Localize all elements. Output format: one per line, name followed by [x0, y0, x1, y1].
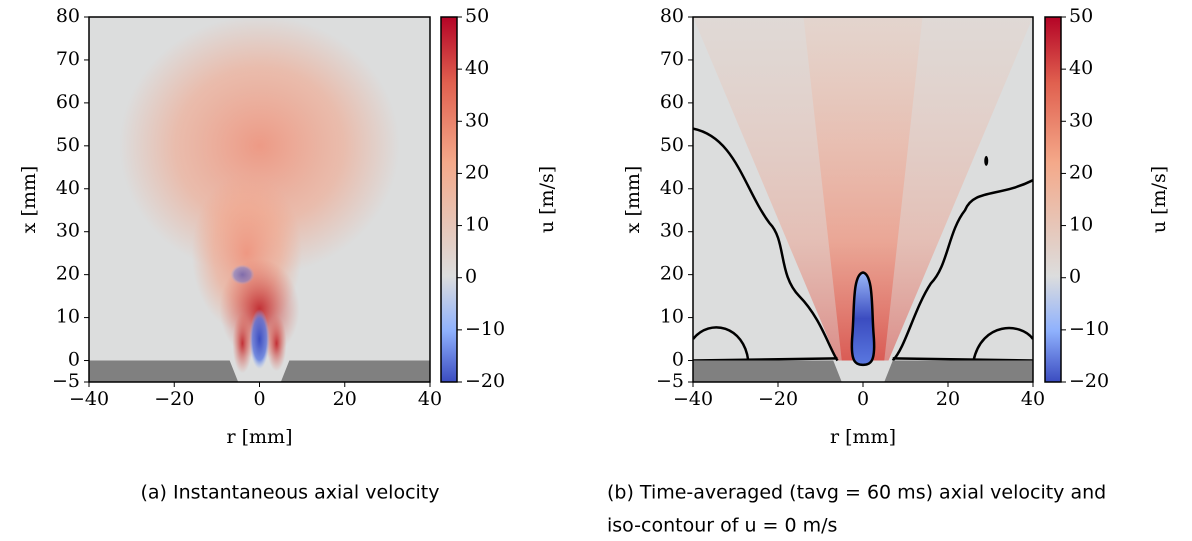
iso-contour [891, 179, 1033, 362]
y-tick-label: 60 [660, 91, 684, 113]
plume [119, 17, 400, 276]
x-tick-label: −20 [154, 388, 194, 410]
x-tick-label: 20 [936, 388, 960, 410]
iso-contour [693, 326, 750, 361]
colorbar-tick-label: 10 [1069, 214, 1093, 236]
y-axis-label: x [mm] [18, 166, 40, 234]
colorbar [1044, 16, 1062, 383]
colorbar-tick-label: −20 [1069, 370, 1109, 392]
y-tick-label: 0 [68, 349, 80, 371]
y-tick-label: 10 [56, 306, 80, 328]
x-tick-label: 40 [418, 388, 442, 410]
iso-contour [693, 127, 839, 362]
colorbar-tick-label: 10 [465, 214, 489, 236]
y-tick-label: 30 [660, 220, 684, 242]
plume [803, 17, 923, 361]
iso-contour [693, 357, 1033, 362]
y-tick-label: 80 [56, 5, 80, 27]
y-tick-label: 10 [660, 306, 684, 328]
caption: iso-contour of u = 0 m/s [607, 515, 837, 537]
y-tick-label: 70 [56, 48, 80, 70]
y-tick-label: 40 [56, 177, 80, 199]
colorbar-tick-label: −20 [465, 370, 505, 392]
core [249, 309, 270, 370]
y-tick-label: −5 [52, 370, 80, 392]
colorbar-tick-label: 20 [1069, 161, 1093, 183]
plume [232, 313, 253, 374]
x-axis-label: r [mm] [830, 426, 896, 448]
core [850, 271, 876, 367]
colorbar-tick-label: 40 [1069, 57, 1093, 79]
colorbar-tick-label: 30 [465, 109, 489, 131]
iso-contour [984, 155, 989, 166]
x-tick-label: 20 [333, 388, 357, 410]
colorbar-tick-label: −10 [1069, 318, 1109, 340]
iso-contour [972, 326, 1033, 361]
y-tick-label: 40 [660, 177, 684, 199]
y-tick-label: 80 [660, 5, 684, 27]
colorbar-tick-label: 50 [465, 5, 489, 27]
y-tick-label: 0 [672, 349, 684, 371]
plot-area [693, 17, 1033, 382]
x-tick-label: 40 [1021, 388, 1045, 410]
caption: (b) Time-averaged (tavg = 60 ms) axial v… [607, 482, 1106, 504]
y-axis-label: x [mm] [622, 166, 644, 234]
injector-wall [89, 360, 430, 382]
x-tick-label: −40 [69, 388, 109, 410]
y-tick-label: 50 [660, 134, 684, 156]
colorbar-tick-label: 30 [1069, 109, 1093, 131]
colorbar-label: u [m/s] [536, 166, 558, 233]
colorbar-tick-label: −10 [465, 318, 505, 340]
y-tick-label: 30 [56, 220, 80, 242]
x-tick-label: −40 [673, 388, 713, 410]
colorbar-tick-label: 0 [1069, 266, 1081, 288]
x-tick-label: −20 [758, 388, 798, 410]
y-tick-label: 20 [660, 263, 684, 285]
colorbar-tick-label: 40 [465, 57, 489, 79]
x-tick-label: 0 [857, 388, 869, 410]
y-tick-label: 70 [660, 48, 684, 70]
core [230, 264, 255, 285]
y-tick-label: 20 [56, 263, 80, 285]
plume [266, 315, 287, 372]
y-tick-label: −5 [656, 370, 684, 392]
colorbar [440, 16, 458, 383]
caption: (a) Instantaneous axial velocity [141, 482, 440, 504]
colorbar-tick-label: 50 [1069, 5, 1093, 27]
x-tick-label: 0 [253, 388, 265, 410]
x-axis-label: r [mm] [227, 426, 293, 448]
plot-area [89, 17, 430, 382]
y-tick-label: 60 [56, 91, 80, 113]
colorbar-tick-label: 20 [465, 161, 489, 183]
colorbar-label: u [m/s] [1148, 166, 1170, 233]
y-tick-label: 50 [56, 134, 80, 156]
colorbar-tick-label: 0 [465, 266, 477, 288]
injector-wall [693, 360, 1033, 382]
